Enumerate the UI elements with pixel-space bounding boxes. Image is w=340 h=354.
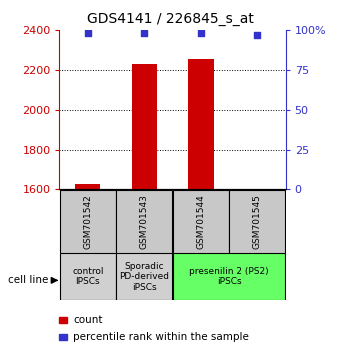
- Point: [141, 30, 147, 36]
- Point: [255, 32, 260, 38]
- Point: [85, 30, 90, 36]
- Text: Sporadic
PD-derived
iPSCs: Sporadic PD-derived iPSCs: [119, 262, 169, 292]
- Text: GSM701544: GSM701544: [196, 194, 205, 249]
- Text: GSM701542: GSM701542: [83, 194, 92, 249]
- Bar: [132, 64, 157, 189]
- Bar: [116, 253, 172, 300]
- Text: GSM701543: GSM701543: [140, 194, 149, 249]
- Text: control
IPSCs: control IPSCs: [72, 267, 103, 286]
- Bar: [173, 190, 229, 253]
- Text: presenilin 2 (PS2)
iPSCs: presenilin 2 (PS2) iPSCs: [189, 267, 269, 286]
- Text: cell line: cell line: [8, 275, 49, 285]
- Bar: [173, 253, 285, 300]
- Bar: [188, 59, 214, 189]
- Text: GDS4141 / 226845_s_at: GDS4141 / 226845_s_at: [87, 12, 253, 27]
- Bar: [75, 184, 101, 189]
- Bar: [116, 190, 172, 253]
- Bar: [230, 190, 285, 253]
- Point: [198, 30, 204, 36]
- Bar: [60, 253, 116, 300]
- Bar: [60, 190, 116, 253]
- Text: GSM701545: GSM701545: [253, 194, 262, 249]
- Bar: [59, 334, 67, 340]
- Text: count: count: [73, 315, 103, 325]
- Bar: [59, 317, 67, 323]
- Text: percentile rank within the sample: percentile rank within the sample: [73, 332, 249, 342]
